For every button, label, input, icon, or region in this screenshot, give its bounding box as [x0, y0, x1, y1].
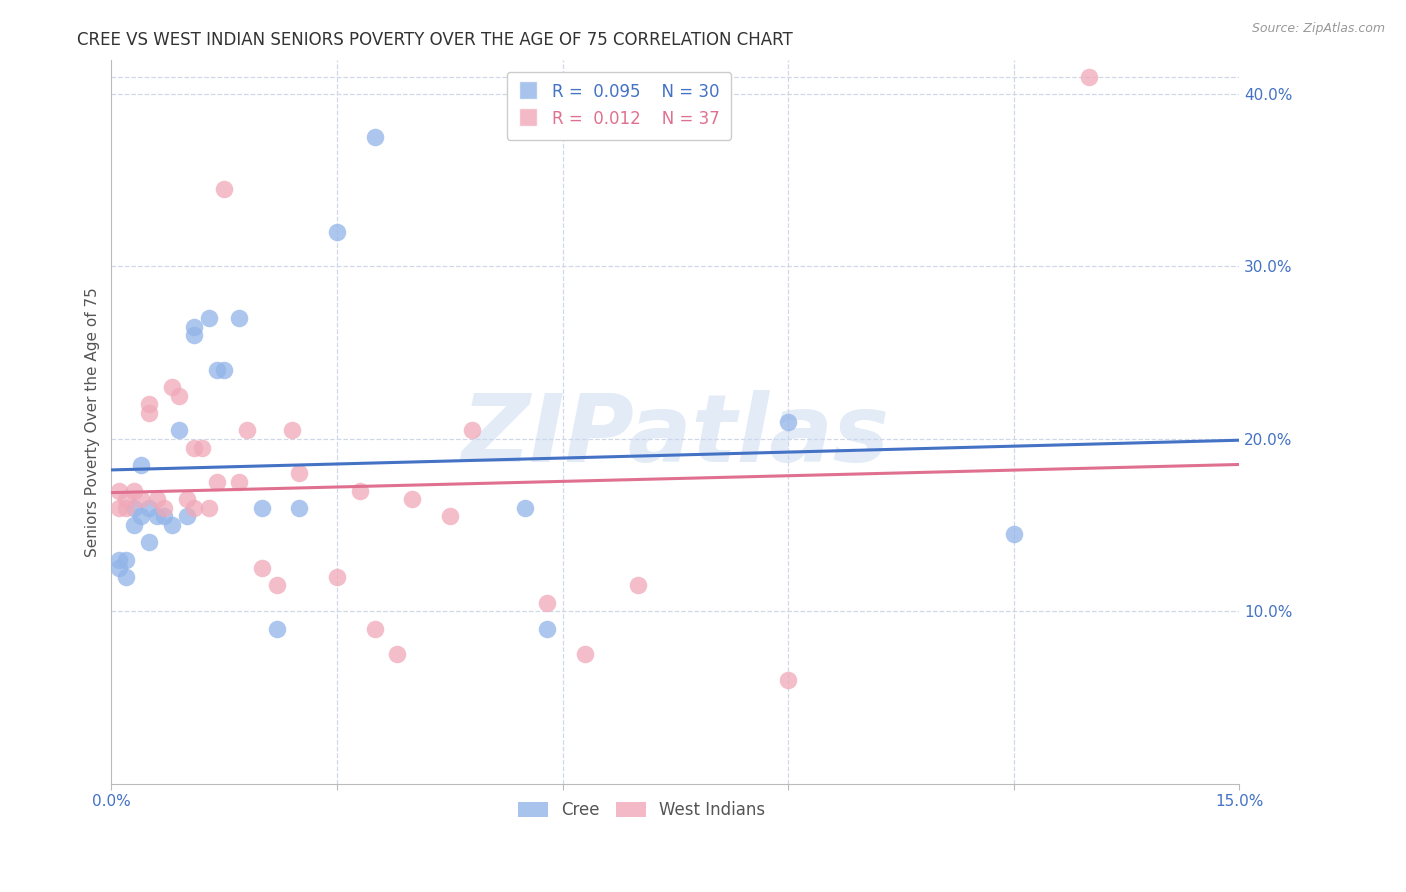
Point	[536, 596, 558, 610]
Point	[160, 518, 183, 533]
Point	[574, 648, 596, 662]
Point	[250, 561, 273, 575]
Point	[627, 578, 650, 592]
Point	[167, 389, 190, 403]
Point	[131, 458, 153, 472]
Point	[122, 518, 145, 533]
Point	[326, 225, 349, 239]
Point	[349, 483, 371, 498]
Legend: Cree, West Indians: Cree, West Indians	[510, 795, 772, 826]
Point	[536, 622, 558, 636]
Point	[363, 130, 385, 145]
Point	[108, 561, 131, 575]
Point	[288, 467, 311, 481]
Point	[145, 509, 167, 524]
Point	[108, 552, 131, 566]
Point	[131, 509, 153, 524]
Point	[190, 441, 212, 455]
Point	[228, 475, 250, 489]
Point	[266, 578, 288, 592]
Point	[160, 380, 183, 394]
Point	[183, 328, 205, 343]
Point	[115, 570, 138, 584]
Point	[122, 500, 145, 515]
Point	[205, 475, 228, 489]
Y-axis label: Seniors Poverty Over the Age of 75: Seniors Poverty Over the Age of 75	[86, 287, 100, 557]
Point	[183, 319, 205, 334]
Point	[281, 423, 304, 437]
Point	[363, 622, 385, 636]
Text: CREE VS WEST INDIAN SENIORS POVERTY OVER THE AGE OF 75 CORRELATION CHART: CREE VS WEST INDIAN SENIORS POVERTY OVER…	[77, 31, 793, 49]
Point	[205, 363, 228, 377]
Point	[138, 397, 160, 411]
Point	[108, 483, 131, 498]
Text: ZIPatlas: ZIPatlas	[461, 390, 890, 483]
Point	[198, 311, 221, 326]
Point	[266, 622, 288, 636]
Point	[461, 423, 484, 437]
Point	[145, 492, 167, 507]
Point	[115, 552, 138, 566]
Point	[176, 492, 198, 507]
Point	[153, 500, 176, 515]
Point	[138, 535, 160, 549]
Point	[439, 509, 461, 524]
Point	[198, 500, 221, 515]
Point	[778, 415, 800, 429]
Point	[138, 500, 160, 515]
Point	[115, 500, 138, 515]
Point	[401, 492, 423, 507]
Point	[183, 500, 205, 515]
Point	[108, 500, 131, 515]
Point	[326, 570, 349, 584]
Point	[1077, 70, 1099, 84]
Point	[778, 673, 800, 688]
Point	[288, 500, 311, 515]
Text: Source: ZipAtlas.com: Source: ZipAtlas.com	[1251, 22, 1385, 36]
Point	[212, 363, 235, 377]
Point	[513, 500, 536, 515]
Point	[176, 509, 198, 524]
Point	[153, 509, 176, 524]
Point	[167, 423, 190, 437]
Point	[138, 406, 160, 420]
Point	[122, 483, 145, 498]
Point	[235, 423, 257, 437]
Point	[385, 648, 408, 662]
Point	[250, 500, 273, 515]
Point	[228, 311, 250, 326]
Point	[1002, 526, 1025, 541]
Point	[212, 182, 235, 196]
Point	[115, 492, 138, 507]
Point	[131, 492, 153, 507]
Point	[183, 441, 205, 455]
